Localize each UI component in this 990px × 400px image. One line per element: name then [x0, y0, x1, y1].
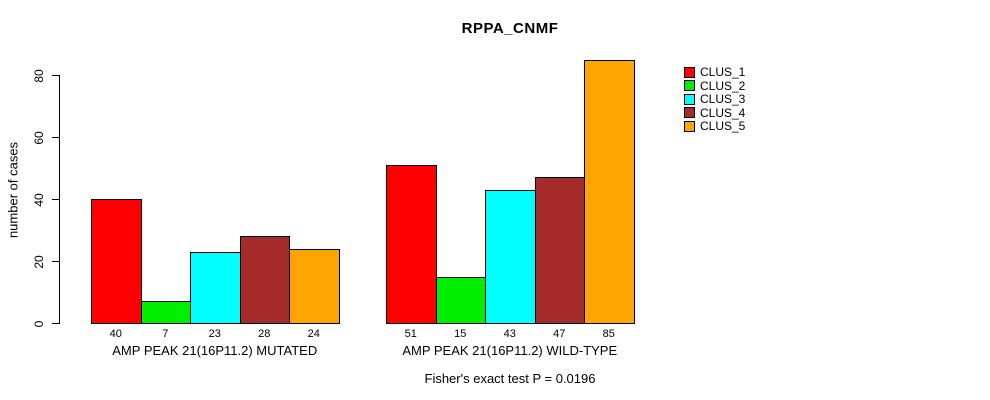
- chart-title: RPPA_CNMF: [461, 20, 559, 37]
- bar-clus_1-group1: [91, 199, 142, 324]
- legend-item-clus_5: CLUS_5: [684, 119, 746, 133]
- y-axis-tick: [52, 199, 59, 200]
- y-axis-tick: [52, 261, 59, 262]
- y-axis-tick: [52, 75, 59, 76]
- y-axis-tick: [52, 323, 59, 324]
- bar-clus_5-group2: [584, 59, 635, 324]
- fisher-test-annotation: Fisher's exact test P = 0.0196: [424, 371, 596, 386]
- x-group-label: AMP PEAK 21(16P11.2) MUTATED: [112, 343, 318, 358]
- y-axis-label: number of cases: [5, 141, 21, 239]
- legend-swatch: [684, 93, 695, 105]
- bar-clus_4-group2: [534, 177, 585, 324]
- y-axis-tick-label: 40: [32, 192, 46, 207]
- legend-swatch: [684, 66, 695, 78]
- y-axis-line: [59, 75, 60, 324]
- bar-value-label: 85: [602, 328, 615, 340]
- legend-item-clus_2: CLUS_2: [684, 78, 746, 93]
- legend-item-clus_3: CLUS_3: [684, 92, 746, 106]
- y-axis-tick-label: 60: [32, 130, 46, 145]
- legend-swatch: [684, 80, 695, 91]
- legend-label: CLUS_4: [700, 105, 746, 120]
- bar-value-label: 43: [503, 328, 516, 340]
- bar-clus_5-group1: [289, 248, 340, 324]
- y-axis-tick-label: 20: [32, 254, 46, 269]
- legend-item-clus_4: CLUS_4: [684, 105, 746, 120]
- bar-clus_4-group1: [239, 236, 290, 324]
- bar-value-label: 40: [109, 328, 122, 340]
- legend-swatch: [684, 107, 695, 118]
- bar-value-label: 24: [307, 328, 320, 340]
- bar-clus_3-group2: [485, 189, 536, 324]
- bar-value-label: 47: [553, 328, 566, 340]
- y-axis-tick-label: 80: [32, 68, 46, 83]
- y-axis-tick-label: 0: [32, 320, 46, 327]
- bar-value-label: 15: [454, 328, 467, 340]
- bar-clus_3-group1: [190, 251, 241, 324]
- bar-value-label: 51: [404, 328, 417, 340]
- x-group-label: AMP PEAK 21(16P11.2) WILD-TYPE: [402, 343, 618, 358]
- bar-value-label: 28: [258, 328, 271, 340]
- bar-clus_1-group2: [386, 164, 437, 324]
- bar-value-label: 23: [208, 328, 221, 340]
- legend-label: CLUS_1: [700, 65, 746, 79]
- legend-label: CLUS_2: [700, 78, 746, 93]
- legend-label: CLUS_5: [700, 119, 746, 133]
- legend-swatch: [684, 120, 695, 132]
- bar-value-label: 7: [162, 328, 169, 340]
- y-axis-tick: [52, 137, 59, 138]
- bar-clus_2-group2: [435, 276, 486, 324]
- legend-item-clus_1: CLUS_1: [684, 65, 746, 79]
- bar-clus_2-group1: [140, 301, 191, 324]
- legend-label: CLUS_3: [700, 92, 746, 106]
